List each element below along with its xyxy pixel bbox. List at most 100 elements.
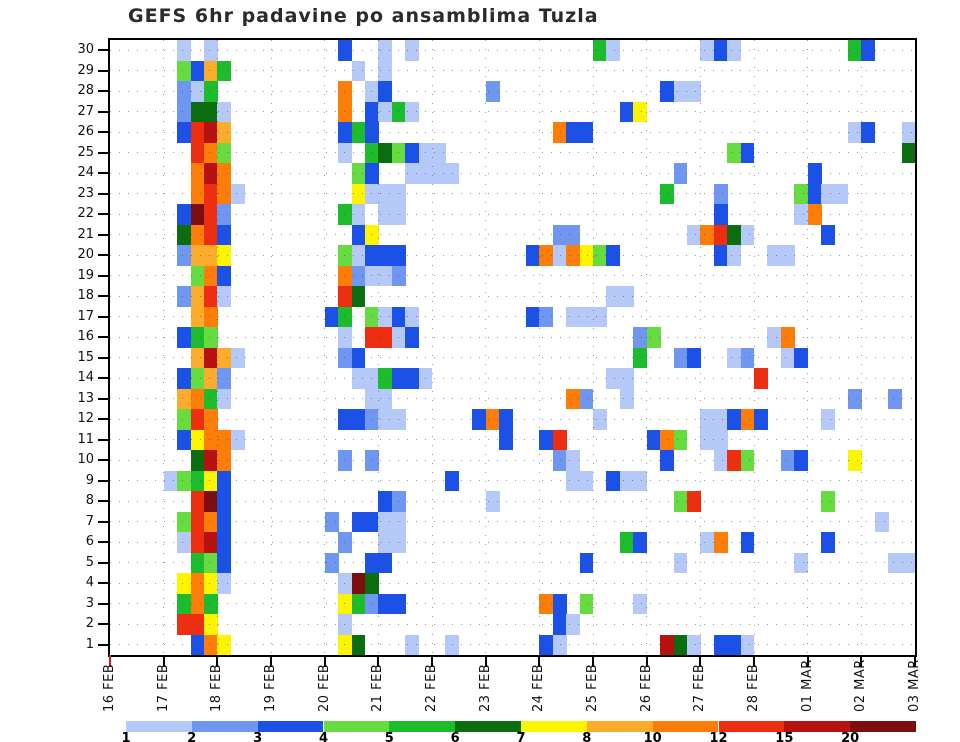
- y-tick-label: 5: [85, 554, 94, 570]
- y-tick: [98, 274, 110, 277]
- y-tick: [98, 643, 110, 646]
- y-tick-label: 30: [77, 42, 94, 58]
- x-tick-label: 02 MAR: [853, 659, 869, 712]
- gridline-h: [110, 336, 915, 338]
- colorbar-label: 20: [841, 731, 860, 742]
- gridline-h: [110, 480, 915, 482]
- colorbar-label: 3: [253, 731, 263, 742]
- x-tick: [753, 655, 755, 667]
- gridline-h: [110, 377, 915, 379]
- x-tick-label: 28 FEB: [746, 663, 761, 712]
- y-tick: [98, 561, 110, 564]
- x-tick: [592, 655, 594, 667]
- y-tick: [98, 110, 110, 113]
- y-tick: [98, 377, 110, 380]
- colorbar-label: 10: [643, 731, 662, 742]
- y-tick-label: 17: [77, 308, 94, 324]
- y-tick: [98, 541, 110, 544]
- y-tick-label: 3: [85, 595, 94, 611]
- y-tick-label: 16: [77, 329, 94, 345]
- y-tick: [98, 356, 110, 359]
- colorbar-segment: [257, 721, 324, 732]
- y-tick: [98, 582, 110, 585]
- colorbar-segment: [718, 721, 785, 732]
- gridline-h: [110, 439, 915, 441]
- y-tick-label: 15: [77, 349, 94, 365]
- x-tick-label: 26 FEB: [638, 663, 654, 712]
- y-tick: [98, 397, 110, 400]
- y-tick-label: 8: [85, 493, 94, 509]
- x-tick-label: 19 FEB: [263, 663, 278, 712]
- x-tick: [431, 655, 433, 667]
- gridline-h: [110, 357, 915, 359]
- y-tick-label: 22: [77, 206, 94, 222]
- colorbar-label: 2: [187, 731, 197, 742]
- gridline-h: [110, 500, 915, 502]
- y-tick: [98, 438, 110, 441]
- x-tick-label: 23 FEB: [477, 663, 493, 712]
- colorbar-label: 1: [121, 731, 131, 742]
- colorbar-segment: [191, 721, 258, 732]
- y-tick: [98, 336, 110, 339]
- gridline-v: [431, 40, 433, 655]
- y-tick-label: 28: [77, 83, 94, 99]
- y-tick-label: 26: [77, 124, 94, 140]
- gridline-v: [646, 40, 648, 655]
- colorbar-segment: [521, 721, 587, 732]
- gridline-v: [216, 40, 218, 655]
- gridline-h: [110, 152, 915, 154]
- gridline-h: [110, 644, 915, 646]
- y-tick: [98, 520, 110, 523]
- y-tick-label: 13: [77, 390, 94, 406]
- x-tick: [645, 655, 648, 667]
- gridline-h: [110, 295, 915, 297]
- y-tick: [98, 213, 110, 216]
- gridline-v: [538, 40, 540, 655]
- gridline-h: [110, 562, 915, 564]
- gridline-v: [270, 40, 272, 655]
- y-tick-label: 4: [85, 575, 94, 591]
- chart-title: GEFS 6hr padavine po ansamblima Tuzla: [128, 5, 599, 27]
- x-tick: [216, 655, 219, 667]
- gridline-h: [110, 316, 915, 318]
- y-tick: [98, 602, 110, 605]
- gridline-v: [699, 40, 701, 655]
- y-tick-label: 25: [77, 144, 94, 160]
- y-tick: [98, 254, 110, 257]
- x-tick-label: 18 FEB: [209, 663, 225, 712]
- y-tick: [98, 192, 110, 195]
- y-tick-label: 23: [77, 185, 94, 201]
- gridline-v: [807, 40, 809, 655]
- x-tick-label: 25 FEB: [585, 663, 600, 712]
- colorbar-segment: [652, 721, 719, 732]
- gridline-h: [110, 172, 915, 174]
- x-tick: [323, 655, 326, 667]
- x-tick: [484, 655, 487, 667]
- colorbar-segment: [389, 721, 456, 732]
- colorbar-label: 7: [516, 731, 526, 742]
- y-tick: [98, 69, 110, 72]
- gridline-v: [753, 40, 755, 655]
- y-tick-label: 7: [85, 513, 94, 529]
- y-tick: [98, 418, 110, 421]
- gridline-h: [110, 111, 915, 113]
- x-tick-label: 01 MAR: [799, 659, 815, 712]
- gridline-h: [110, 90, 915, 92]
- x-tick-label: 22 FEB: [424, 663, 439, 712]
- gridline-h: [110, 234, 915, 236]
- colorbar-segment: [455, 721, 521, 732]
- gridline-h: [110, 254, 915, 256]
- gridline-h: [110, 398, 915, 400]
- y-tick: [98, 131, 110, 134]
- x-tick: [914, 655, 916, 667]
- gridline-v: [860, 40, 862, 655]
- y-tick-label: 2: [85, 616, 94, 632]
- gridline-v: [485, 40, 487, 655]
- x-tick-label: 24 FEB: [531, 663, 547, 712]
- gridline-h: [110, 213, 915, 215]
- x-tick: [860, 655, 863, 667]
- y-tick-label: 20: [77, 247, 94, 263]
